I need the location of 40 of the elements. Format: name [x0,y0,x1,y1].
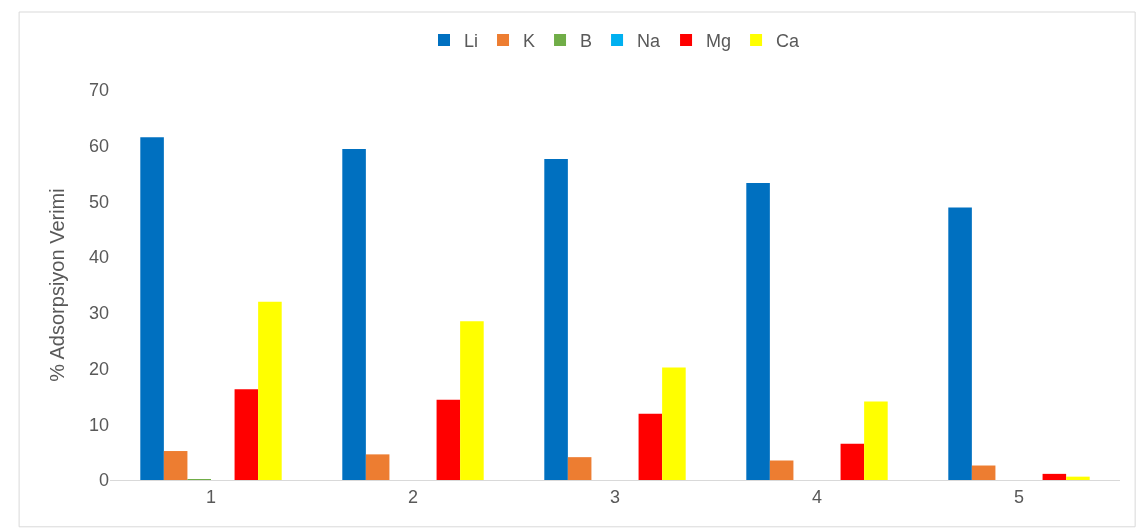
y-tick-label: 60 [88,136,109,157]
x-tick-label: 3 [609,486,621,507]
bar [948,207,972,480]
y-axis-title: % Adsorpsiyon Verimi [46,188,69,382]
bar [163,451,188,480]
y-tick-label: 50 [88,191,109,212]
bar [638,413,663,480]
bar [769,460,794,480]
bar [544,159,568,480]
x-tick-label: 5 [1013,486,1025,507]
legend-label: B [580,31,593,52]
y-tick-label: 70 [88,80,109,101]
x-tick-label: 4 [811,486,823,507]
y-tick-label: 0 [98,470,109,491]
bar [436,399,461,480]
bar [140,137,164,480]
legend-label: Ca [776,31,801,52]
bar [460,321,484,480]
bar [342,149,366,480]
legend-label: Na [637,31,662,52]
bar [234,389,259,480]
bar [662,367,686,480]
bar [567,457,592,480]
bar [746,183,770,480]
legend-label: K [523,31,536,52]
y-tick-label: 20 [88,358,109,379]
bar [1066,476,1090,480]
bar [1042,473,1067,480]
bar [365,454,390,480]
legend-label: Li [464,31,479,52]
y-tick-label: 40 [88,247,109,268]
y-tick-label: 30 [88,303,109,324]
bar [258,301,282,480]
x-tick-label: 2 [407,486,419,507]
legend-label: Mg [706,31,732,52]
x-tick-label: 1 [205,486,217,507]
bar [840,443,865,480]
y-tick-label: 10 [88,414,109,435]
bar [971,465,996,480]
bar [864,401,888,480]
